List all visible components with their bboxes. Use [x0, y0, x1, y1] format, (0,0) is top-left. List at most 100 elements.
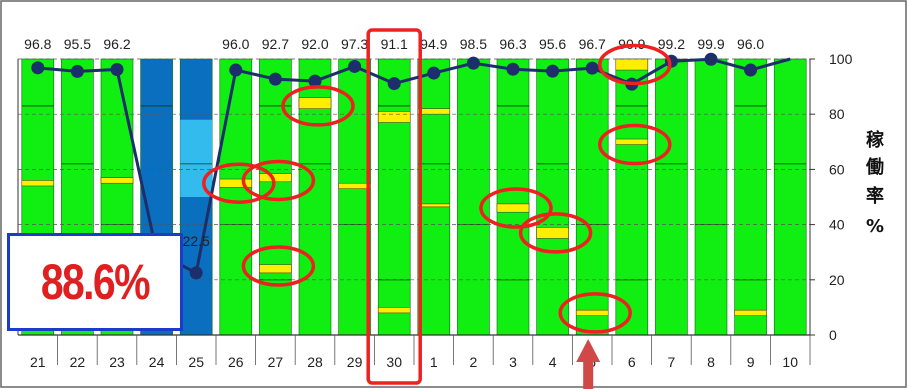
data-point — [546, 64, 560, 78]
data-point — [110, 62, 124, 76]
x-tick-label: 22 — [70, 354, 86, 370]
data-point — [427, 66, 441, 80]
highlight-ellipse — [479, 187, 553, 229]
data-point — [348, 59, 362, 73]
y-axis-label: 働 — [865, 156, 884, 178]
highlight-ellipse — [518, 212, 593, 254]
data-label: 92.7 — [262, 36, 289, 52]
highlight-ellipse — [202, 162, 276, 204]
x-tick-label: 29 — [347, 354, 363, 370]
bar — [615, 58, 649, 336]
x-tick-label: 25 — [188, 354, 204, 370]
data-point — [704, 52, 718, 66]
stop-segment — [338, 182, 371, 189]
y-axis-label: 稼 — [866, 129, 884, 151]
summary-value: 88.6% — [40, 254, 151, 310]
data-label: 95.5 — [64, 36, 91, 52]
data-point — [585, 61, 599, 75]
stop-segment — [259, 173, 292, 183]
highlight-ellipse — [598, 123, 672, 166]
data-point — [189, 266, 203, 280]
data-point — [387, 77, 401, 91]
y-tick-label: 60 — [829, 161, 845, 177]
summary-box: 88.6% — [7, 233, 183, 331]
data-label: 92.0 — [301, 36, 328, 52]
y-tick-label: 0 — [829, 327, 837, 343]
stop-segment — [219, 178, 253, 188]
data-label: 22.5 — [183, 233, 210, 249]
data-point — [31, 61, 45, 75]
data-label: 95.6 — [539, 36, 566, 52]
bar — [575, 58, 609, 336]
data-label: 94.9 — [420, 36, 447, 52]
pointer-arrow — [576, 339, 601, 389]
x-tick-label: 7 — [668, 354, 676, 370]
data-label: 96.3 — [499, 36, 526, 52]
highlight-ellipse — [598, 43, 672, 86]
stop-segment — [417, 203, 451, 208]
bar — [219, 58, 253, 336]
x-tick-label: 8 — [707, 354, 715, 370]
stop-segment — [496, 203, 530, 213]
y-axis-label: 率 — [866, 185, 884, 207]
y-tick-label: 80 — [829, 106, 845, 122]
x-tick-label: 1 — [430, 354, 438, 370]
bar — [694, 58, 728, 336]
data-point — [308, 74, 322, 88]
stop-segment — [615, 58, 649, 71]
x-tick-label: 2 — [470, 354, 478, 370]
bar — [377, 58, 411, 336]
highlight-ellipse — [241, 159, 316, 202]
stop-segment — [259, 264, 292, 274]
data-point — [506, 62, 520, 76]
highlight-ellipse — [241, 245, 316, 287]
x-tick-label: 4 — [549, 354, 557, 370]
stop-segment — [734, 309, 767, 316]
x-tick-label: 24 — [149, 354, 165, 370]
stop-segment — [417, 108, 451, 115]
data-label: 97.3 — [341, 36, 368, 52]
data-label: 96.7 — [579, 36, 606, 52]
bar — [655, 58, 688, 336]
bar — [773, 58, 807, 336]
x-tick-label: 26 — [228, 354, 244, 370]
data-label: 98.5 — [460, 36, 487, 52]
y-axis-label: % — [866, 216, 884, 237]
data-label: 96.8 — [24, 36, 51, 52]
data-label: 96.0 — [222, 36, 249, 52]
bar-segment — [180, 119, 213, 197]
bar — [457, 58, 490, 336]
stop-segment — [536, 227, 569, 239]
y-tick-label: 40 — [829, 217, 845, 233]
x-tick-label: 10 — [782, 354, 798, 370]
x-tick-label: 21 — [30, 354, 46, 370]
data-label: 91.1 — [381, 36, 408, 52]
data-point — [70, 64, 84, 78]
x-tick-label: 6 — [628, 354, 636, 370]
x-tick-label: 28 — [307, 354, 323, 370]
x-tick-label: 9 — [747, 354, 755, 370]
x-tick-label: 30 — [386, 354, 402, 370]
data-point — [268, 72, 282, 86]
data-point — [466, 56, 480, 70]
data-point — [744, 63, 758, 77]
stop-segment — [377, 307, 411, 314]
stop-segment — [377, 111, 411, 123]
bar — [417, 58, 451, 336]
selected-category-box — [366, 28, 422, 385]
y-tick-label: 100 — [829, 51, 853, 67]
data-label: 99.9 — [697, 36, 724, 52]
stop-segment — [575, 309, 609, 316]
bar — [734, 58, 767, 336]
data-label: 99.2 — [658, 36, 685, 52]
data-label: 96.0 — [737, 36, 764, 52]
x-tick-label: 27 — [268, 354, 284, 370]
y-tick-label: 20 — [829, 272, 845, 288]
data-point — [229, 63, 243, 77]
stop-segment — [615, 138, 649, 145]
x-tick-label: 3 — [509, 354, 517, 370]
bar — [496, 58, 530, 336]
stop-segment — [100, 177, 134, 184]
